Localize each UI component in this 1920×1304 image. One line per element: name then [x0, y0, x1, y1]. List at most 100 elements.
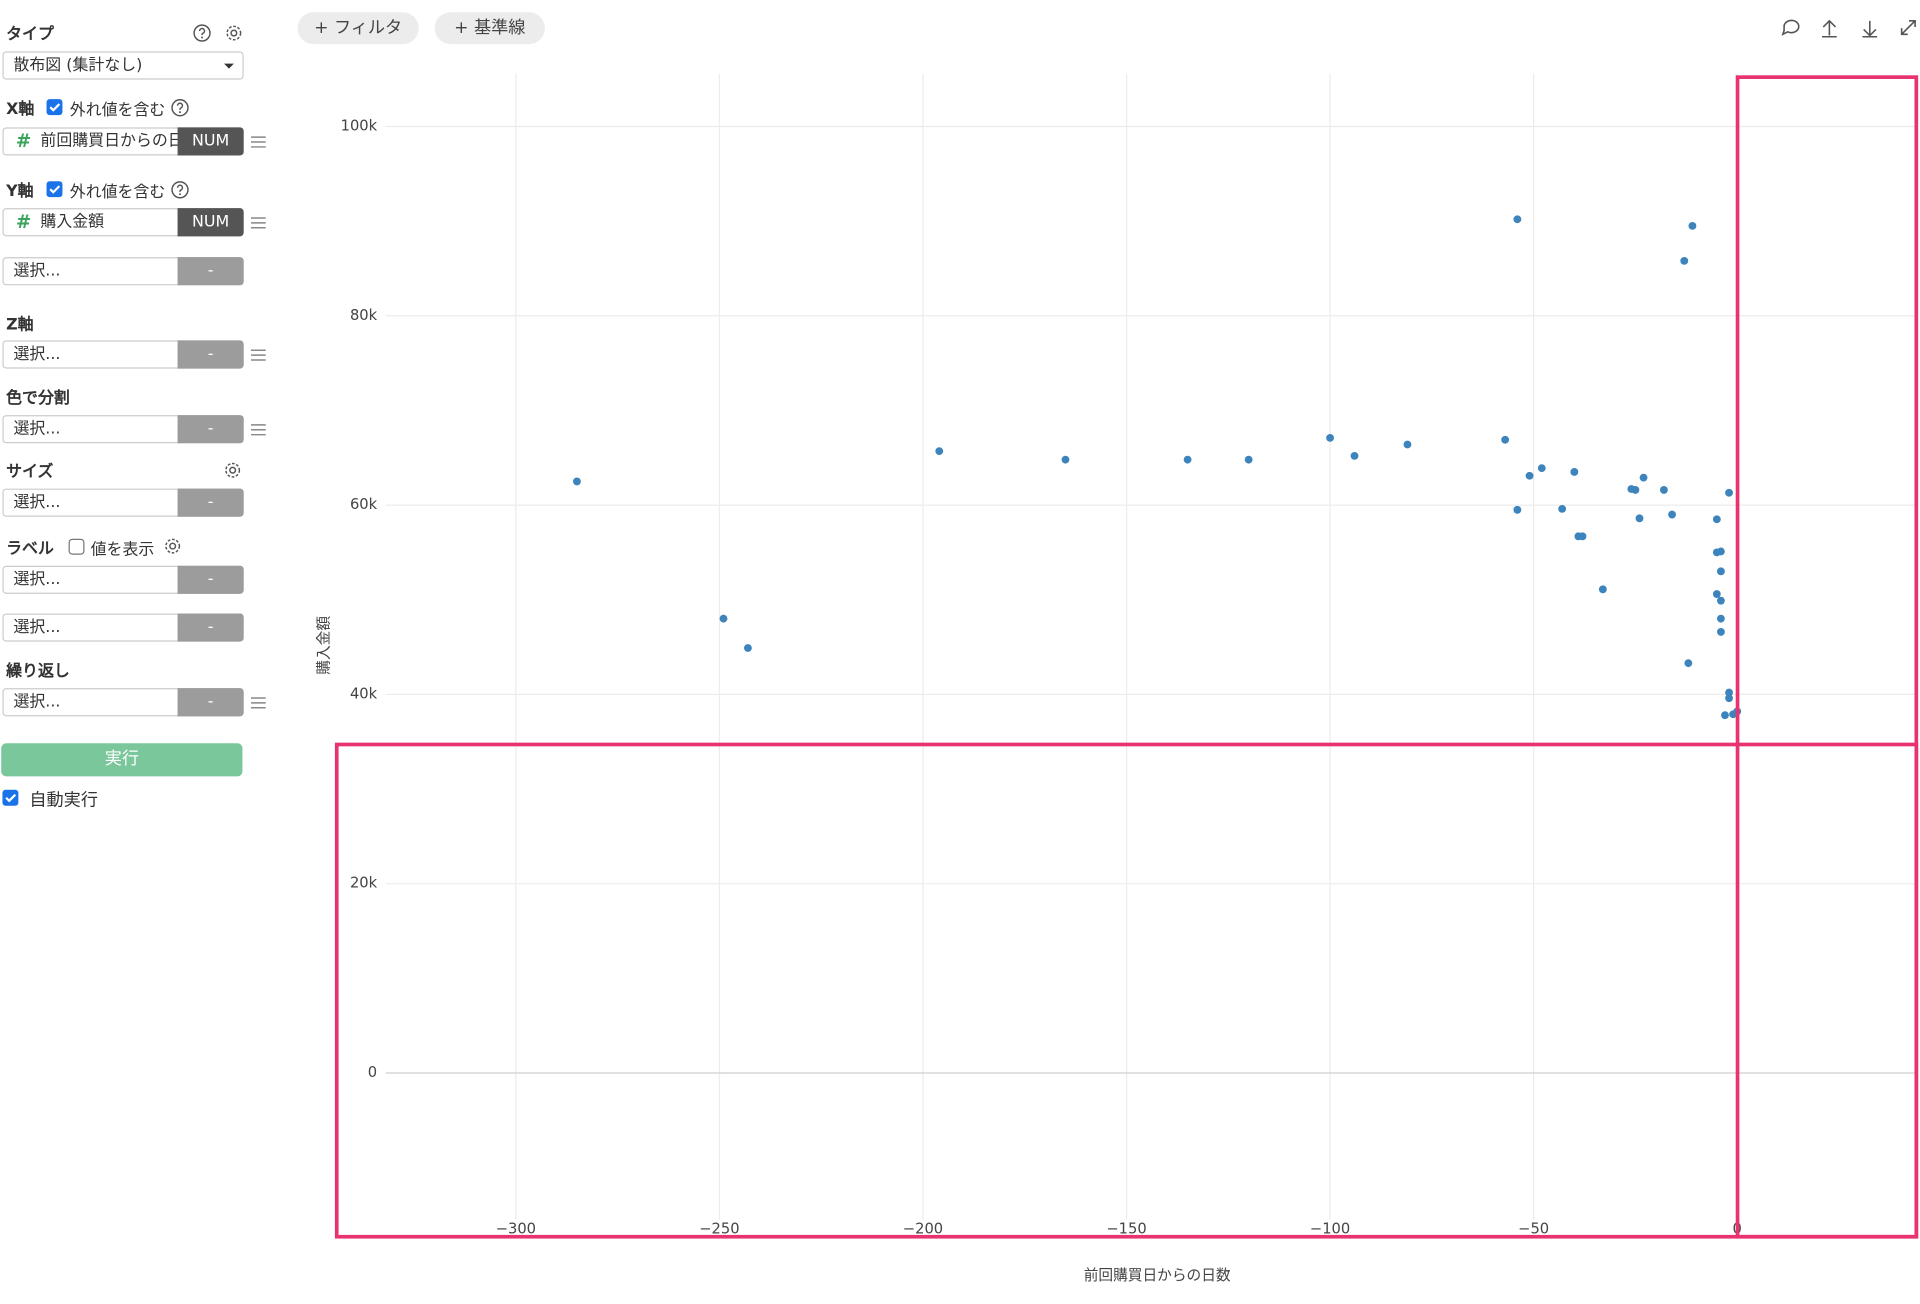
- field-text: 前回購買日からの日数: [40, 132, 185, 151]
- point: [1716, 567, 1725, 576]
- point: [1688, 221, 1697, 230]
- x-tick-label: −50: [1518, 1220, 1549, 1237]
- field-text: 選択...: [13, 570, 61, 589]
- point: [1680, 256, 1689, 265]
- help-icon[interactable]: [192, 23, 212, 43]
- checkbox[interactable]: [45, 98, 65, 118]
- point: [1326, 433, 1335, 442]
- x-tick-label: −250: [699, 1220, 739, 1237]
- y-tick-label: 80k: [350, 307, 378, 324]
- point: [743, 644, 752, 652]
- point: [1244, 455, 1253, 464]
- settings-icon[interactable]: [223, 460, 243, 480]
- field-badge[interactable]: -: [177, 257, 244, 286]
- section-label: Y軸: [6, 182, 34, 201]
- point: [1725, 688, 1733, 697]
- point: [1712, 590, 1721, 598]
- comment-icon[interactable]: [1781, 19, 1800, 36]
- field-badge[interactable]: -: [177, 688, 244, 717]
- point: [1668, 510, 1676, 519]
- caret: [224, 63, 234, 69]
- y-axis-title: 購入金額: [315, 616, 332, 675]
- point: [1350, 451, 1359, 460]
- checkbox[interactable]: [67, 538, 87, 558]
- point: [1403, 440, 1412, 449]
- checkbox[interactable]: [1, 789, 21, 809]
- field-badge[interactable]: -: [177, 565, 244, 594]
- point: [1716, 614, 1725, 623]
- drag-handle[interactable]: [249, 213, 269, 233]
- field-type-icon: #: [15, 210, 32, 233]
- point: [1513, 215, 1522, 224]
- download-icon[interactable]: [1862, 20, 1878, 38]
- point: [1725, 694, 1733, 703]
- outlier-text: 外れ値を含む: [69, 101, 166, 121]
- point: [573, 477, 581, 486]
- drag-handle[interactable]: [249, 420, 269, 440]
- filter-button[interactable]: + フィルタ: [297, 12, 419, 45]
- point: [1631, 486, 1640, 494]
- point: [1716, 627, 1725, 636]
- section-label: 繰り返し: [6, 662, 70, 681]
- point: [935, 447, 944, 456]
- x-tick-label: −150: [1106, 1220, 1146, 1237]
- toolbar-icons: [1781, 19, 1916, 38]
- field-text: 選択...: [13, 493, 61, 512]
- settings-icon[interactable]: [224, 23, 244, 43]
- point: [1061, 455, 1070, 464]
- refline-button[interactable]: + 基準線: [434, 12, 545, 45]
- help-icon[interactable]: [170, 98, 190, 118]
- point: [1501, 435, 1510, 444]
- section-label: X軸: [6, 100, 35, 119]
- expand-icon[interactable]: [1900, 20, 1916, 36]
- x-axis-title: 前回購買日からの日数: [1084, 1267, 1231, 1284]
- checkbox[interactable]: [45, 180, 65, 200]
- upload-icon[interactable]: [1822, 19, 1837, 38]
- y-tick-label: 20k: [350, 875, 378, 892]
- point: [1716, 596, 1725, 605]
- drag-handle[interactable]: [249, 132, 269, 152]
- field-text: 選択...: [13, 262, 61, 281]
- field-badge[interactable]: -: [177, 340, 244, 369]
- drag-handle[interactable]: [249, 693, 269, 713]
- run-button[interactable]: 実行: [1, 743, 243, 777]
- point: [1716, 547, 1725, 556]
- field-badge[interactable]: -: [177, 613, 244, 642]
- settings-icon[interactable]: [163, 536, 183, 556]
- help-icon[interactable]: [170, 180, 190, 200]
- y-tick-label: 60k: [350, 496, 378, 513]
- field-text: 選択...: [13, 618, 61, 637]
- y-tick-label: 40k: [350, 685, 378, 702]
- point: [1513, 505, 1522, 514]
- point: [1525, 471, 1534, 480]
- point: [1598, 585, 1607, 594]
- point: [1183, 455, 1192, 464]
- highlight-box: [1735, 75, 1919, 1239]
- section-label: 色で分割: [6, 389, 70, 408]
- field-badge[interactable]: -: [177, 488, 244, 517]
- field-text: 購入金額: [40, 213, 105, 232]
- field-badge[interactable]: -: [177, 415, 244, 444]
- point: [1684, 659, 1693, 668]
- point: [1721, 711, 1729, 720]
- section-label: サイズ: [6, 462, 54, 482]
- field-badge[interactable]: NUM: [177, 127, 244, 156]
- x-tick-label: −300: [496, 1220, 536, 1237]
- x-tick-label: −100: [1310, 1220, 1350, 1237]
- point: [1725, 488, 1733, 497]
- point: [1570, 468, 1579, 476]
- point: [1558, 504, 1567, 513]
- field-text: 選択...: [13, 420, 61, 439]
- drag-handle[interactable]: [249, 345, 269, 365]
- point: [1635, 514, 1644, 523]
- auto-run-text: 自動実行: [29, 791, 98, 811]
- show-values-text: 値を表示: [90, 541, 155, 560]
- point: [719, 614, 728, 623]
- x-tick-label: −200: [903, 1220, 943, 1237]
- type-select[interactable]: [2, 51, 244, 80]
- type-value: 散布図 (集計なし): [13, 56, 143, 75]
- field-badge[interactable]: NUM: [177, 208, 244, 237]
- section-label: Z軸: [6, 315, 34, 335]
